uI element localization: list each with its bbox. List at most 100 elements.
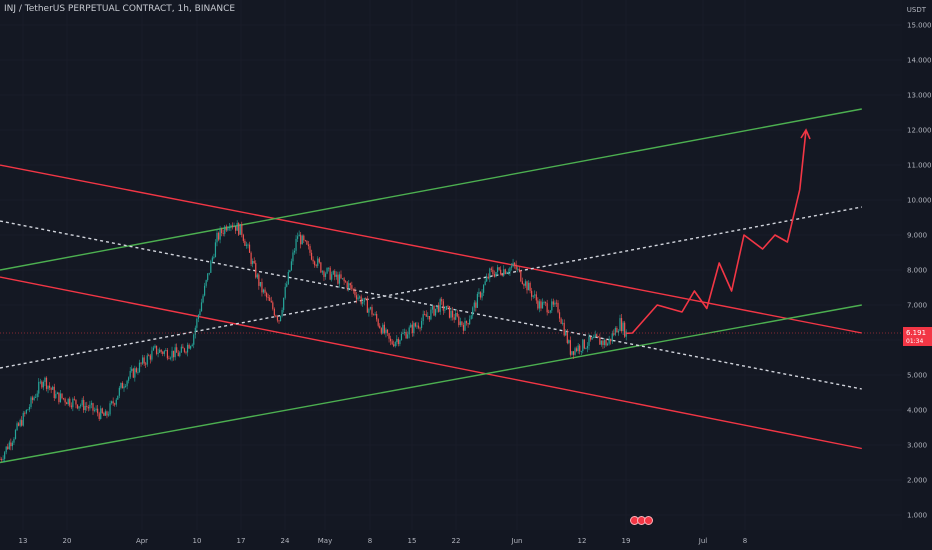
candle xyxy=(132,368,134,378)
candle xyxy=(517,268,519,270)
candle xyxy=(140,362,142,364)
candle xyxy=(462,325,465,331)
candle xyxy=(44,377,46,382)
candle xyxy=(248,244,251,253)
candle xyxy=(55,394,57,399)
candle xyxy=(400,333,403,341)
candle xyxy=(62,398,65,399)
candle xyxy=(576,348,578,351)
y-tick-label: 2.000 xyxy=(907,477,927,485)
candle xyxy=(427,315,429,317)
event-badges[interactable] xyxy=(630,516,653,525)
candle xyxy=(377,319,379,326)
candle xyxy=(376,313,378,320)
candle xyxy=(92,403,94,411)
candle xyxy=(625,331,627,337)
candle xyxy=(168,358,170,360)
candle xyxy=(414,323,416,327)
candle xyxy=(18,423,20,426)
candle xyxy=(458,316,460,326)
candle xyxy=(165,350,167,351)
candle xyxy=(84,405,86,411)
candle xyxy=(453,317,455,320)
candle xyxy=(372,314,375,316)
candle xyxy=(620,318,623,332)
candle xyxy=(53,386,55,399)
y-tick-label: 9.000 xyxy=(907,232,927,240)
candle xyxy=(614,327,616,335)
time-axis[interactable]: 13 20 Apr 10 17 24 May 8 15 22 Jun 12 19 Jul 8 xyxy=(19,537,748,545)
candle xyxy=(594,334,596,338)
candle xyxy=(388,333,390,339)
candle xyxy=(25,409,27,414)
candle xyxy=(149,355,151,360)
candle xyxy=(359,296,361,298)
candle xyxy=(137,371,139,373)
candle xyxy=(27,409,29,411)
candle xyxy=(369,307,372,309)
candle xyxy=(507,272,509,273)
candle xyxy=(67,398,69,405)
candle xyxy=(476,293,478,308)
candle xyxy=(464,321,466,331)
candle xyxy=(487,276,489,279)
projection-arrowhead xyxy=(800,128,811,140)
candle xyxy=(8,442,10,450)
candle xyxy=(214,242,217,258)
y-tick-label: 15.000 xyxy=(907,22,932,30)
candle xyxy=(503,269,505,276)
candle xyxy=(514,262,516,265)
candle xyxy=(120,382,122,388)
candle xyxy=(210,261,212,273)
candle xyxy=(610,338,612,342)
projection-path xyxy=(626,128,811,335)
axis-currency: USDT xyxy=(906,6,926,14)
candle xyxy=(101,408,103,414)
candle xyxy=(219,229,221,240)
candle xyxy=(475,302,477,308)
x-tick-label: 24 xyxy=(281,537,290,545)
candle xyxy=(580,351,582,352)
candle xyxy=(416,325,418,327)
symbol-title[interactable]: INJ / TetherUS PERPETUAL CONTRACT, 1h, B… xyxy=(4,4,236,14)
candle xyxy=(224,226,226,234)
candle xyxy=(428,315,430,320)
candle xyxy=(383,324,385,334)
candle xyxy=(582,339,584,352)
candle xyxy=(80,405,82,407)
candle xyxy=(45,377,48,389)
candle xyxy=(529,282,531,291)
candle xyxy=(104,411,106,416)
trendline xyxy=(0,220,862,390)
candle xyxy=(13,438,15,443)
candle xyxy=(171,350,173,358)
candle xyxy=(341,278,344,280)
candle xyxy=(269,297,271,301)
candle xyxy=(279,315,282,321)
trendline xyxy=(0,206,862,369)
candle xyxy=(193,334,195,345)
candle xyxy=(306,240,308,245)
candle xyxy=(86,405,88,408)
candle xyxy=(617,330,620,333)
candle xyxy=(410,324,412,328)
candle xyxy=(520,270,522,282)
candle xyxy=(470,315,472,320)
candle xyxy=(447,305,449,307)
candle xyxy=(574,348,576,355)
candle xyxy=(321,271,323,273)
y-tick-label: 8.000 xyxy=(907,267,927,275)
candle xyxy=(340,274,342,279)
price-axis[interactable]: 15.000 14.000 13.000 12.000 11.000 10.000 9.00… xyxy=(907,22,932,520)
candle xyxy=(531,290,533,297)
candle xyxy=(138,362,141,372)
candle xyxy=(386,329,389,334)
candle xyxy=(182,346,184,349)
candle xyxy=(591,337,593,340)
candle xyxy=(417,325,420,328)
candle xyxy=(52,386,54,390)
candle xyxy=(242,234,244,241)
candle xyxy=(217,232,220,240)
candle xyxy=(227,228,229,231)
